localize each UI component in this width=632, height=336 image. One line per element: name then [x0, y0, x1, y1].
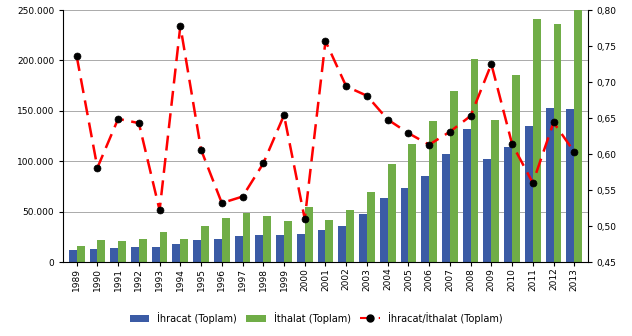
İhracat/İthalat (Toplam) — [363, 94, 371, 98]
İhracat/İthalat (Toplam) — [301, 217, 308, 221]
İhracat/İthalat (Toplam) — [94, 166, 101, 170]
İhracat/İthalat (Toplam) — [322, 39, 329, 43]
Bar — [387, 164, 396, 262]
İhracat/İthalat (Toplam) — [487, 62, 495, 66]
İhracat/İthalat (Toplam) — [197, 148, 205, 152]
Bar — [504, 147, 512, 262]
Bar — [234, 236, 243, 262]
İhracat/İthalat (Toplam) — [508, 142, 516, 146]
Bar — [243, 213, 250, 262]
Bar — [408, 144, 416, 262]
Bar — [525, 126, 533, 262]
İhracat/İthalat (Toplam) — [73, 54, 80, 58]
Bar — [118, 241, 126, 262]
Bar — [173, 244, 180, 262]
Bar — [152, 247, 160, 262]
Bar — [276, 235, 284, 262]
Bar — [422, 176, 429, 262]
İhracat/İthalat (Toplam) — [343, 84, 350, 88]
Bar — [463, 129, 471, 262]
İhracat/İthalat (Toplam) — [384, 118, 391, 122]
İhracat/İthalat (Toplam) — [114, 117, 122, 121]
Bar — [255, 235, 264, 262]
Bar — [193, 240, 201, 262]
Bar — [533, 19, 541, 262]
Bar — [305, 207, 313, 262]
Bar — [566, 109, 574, 262]
Legend: İhracat (Toplam), İthalat (Toplam), İhracat/İthalat (Toplam): İhracat (Toplam), İthalat (Toplam), İhra… — [126, 308, 506, 328]
Bar — [131, 247, 139, 262]
Bar — [401, 188, 408, 262]
Bar — [201, 226, 209, 262]
İhracat/İthalat (Toplam) — [239, 195, 246, 199]
Bar — [160, 233, 167, 262]
Bar — [380, 198, 387, 262]
Bar — [90, 249, 97, 262]
Bar — [76, 246, 85, 262]
İhracat/İthalat (Toplam) — [135, 121, 143, 125]
İhracat/İthalat (Toplam) — [467, 114, 475, 118]
Bar — [284, 221, 292, 262]
Bar — [429, 121, 437, 262]
Bar — [367, 192, 375, 262]
İhracat/İthalat (Toplam) — [571, 150, 578, 154]
Bar — [574, 8, 582, 262]
Bar — [471, 58, 478, 262]
Bar — [214, 239, 222, 262]
Bar — [338, 226, 346, 262]
Bar — [222, 218, 229, 262]
Bar — [97, 240, 106, 262]
İhracat/İthalat (Toplam) — [550, 120, 557, 124]
Bar — [110, 248, 118, 262]
Bar — [264, 216, 271, 262]
Bar — [483, 159, 491, 262]
Line: İhracat/İthalat (Toplam): İhracat/İthalat (Toplam) — [73, 23, 578, 222]
Bar — [139, 239, 147, 262]
Bar — [442, 154, 450, 262]
Bar — [69, 250, 76, 262]
Bar — [554, 24, 561, 262]
Bar — [325, 220, 333, 262]
Bar — [512, 75, 520, 262]
Bar — [359, 214, 367, 262]
Bar — [297, 234, 305, 262]
İhracat/İthalat (Toplam) — [425, 143, 433, 147]
İhracat/İthalat (Toplam) — [280, 113, 288, 117]
İhracat/İthalat (Toplam) — [156, 208, 164, 212]
Bar — [318, 230, 325, 262]
Bar — [545, 109, 554, 262]
İhracat/İthalat (Toplam) — [176, 24, 184, 28]
Bar — [180, 239, 188, 262]
İhracat/İthalat (Toplam) — [260, 161, 267, 165]
İhracat/İthalat (Toplam) — [529, 181, 537, 185]
İhracat/İthalat (Toplam) — [446, 130, 454, 134]
Bar — [491, 120, 499, 262]
İhracat/İthalat (Toplam) — [404, 131, 412, 135]
Bar — [346, 210, 354, 262]
İhracat/İthalat (Toplam) — [218, 201, 226, 205]
Bar — [450, 91, 458, 262]
